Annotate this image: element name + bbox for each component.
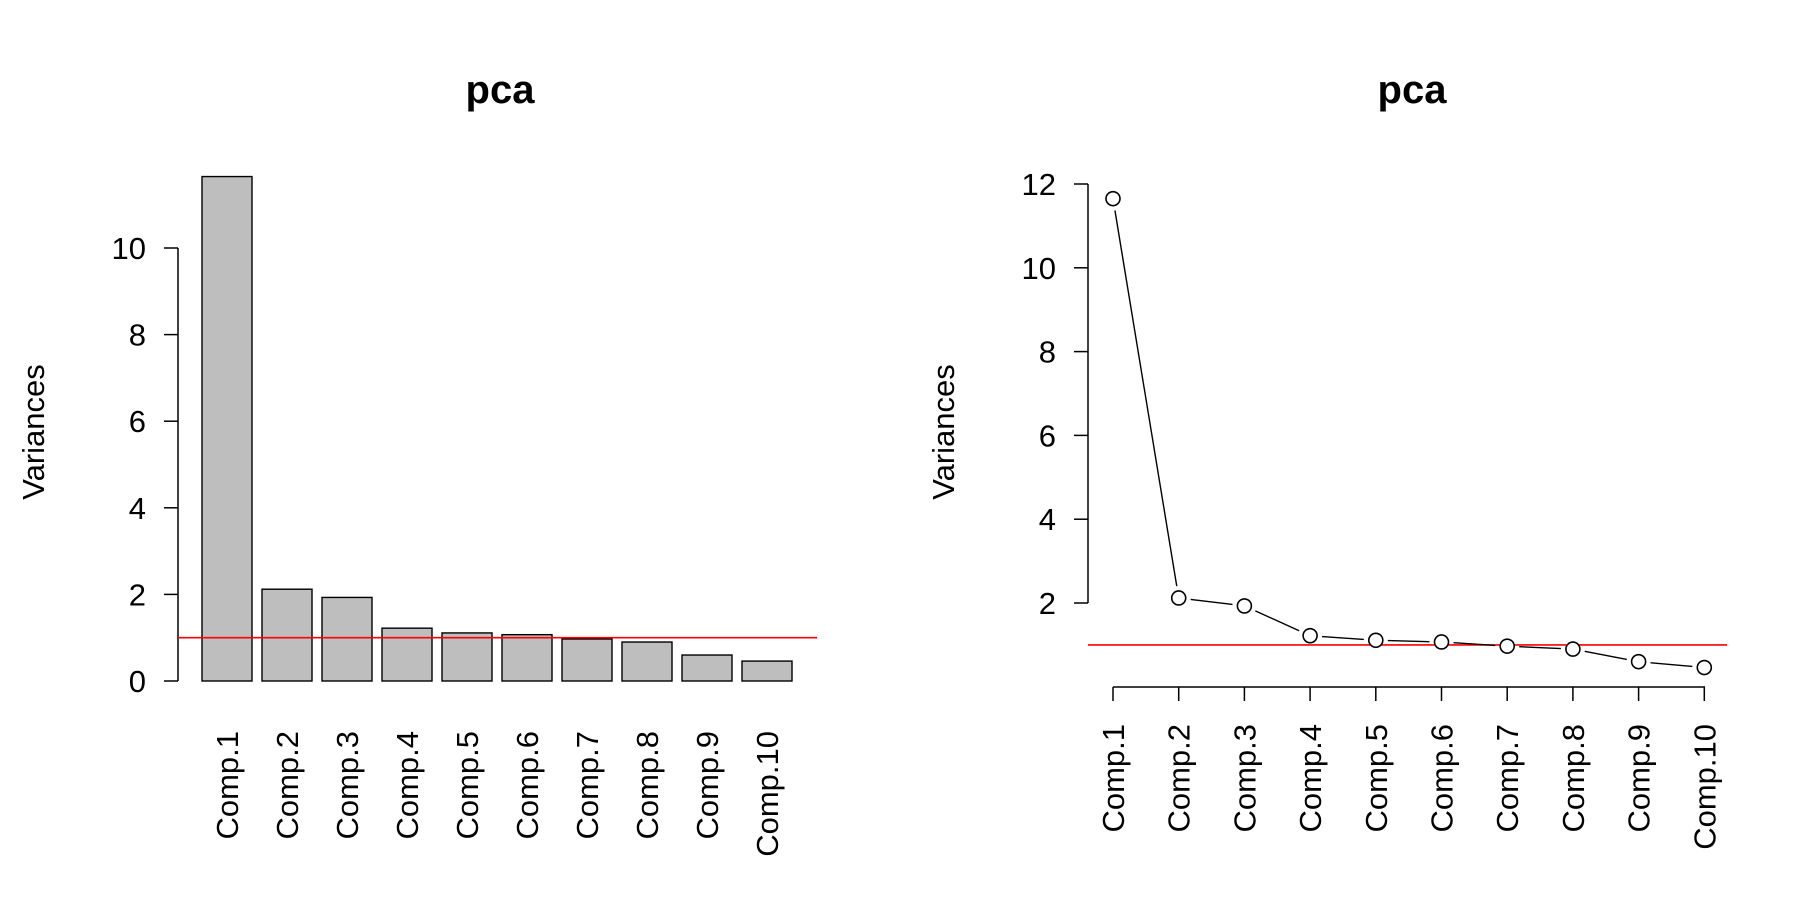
line-segment [1255,610,1300,632]
line-point [1499,638,1515,654]
line-x-label: Comp.4 [1293,724,1328,833]
line-segment [1322,635,1364,641]
bar-y-tick-label: 10 [112,231,146,266]
line-x-label: Comp.5 [1359,724,1394,833]
bar-chart-y-axis-label: Variances [16,364,51,500]
bar [741,660,793,682]
bar [261,588,313,682]
bar-y-tick-label: 6 [129,404,146,439]
bar-x-label: Comp.3 [330,731,365,840]
line-y-tick-label: 12 [1022,167,1056,202]
line-point [1630,653,1647,670]
bar-chart-bars [201,175,793,682]
line-point [1236,598,1253,614]
line-chart-title: pca [1378,68,1448,112]
line-x-label: Comp.9 [1622,724,1657,833]
line-x-label: Comp.7 [1490,724,1525,833]
line-point [1302,627,1318,644]
line-chart-y-axis-label: Variances [926,364,961,500]
line-segment [1650,662,1693,668]
line-x-label: Comp.2 [1162,724,1197,833]
bar-x-label: Comp.4 [390,731,425,840]
bar-y-tick-label: 2 [129,577,146,612]
line-x-label: Comp.1 [1096,724,1131,833]
line-segment [1114,210,1178,587]
bar [501,633,553,682]
bar-y-tick-label: 4 [129,491,146,526]
line-x-label: Comp.6 [1425,724,1460,833]
bar-chart-y-ticks: 0 2 4 6 8 10 [112,231,178,699]
line-x-label: Comp.3 [1227,724,1262,833]
line-point [1433,634,1450,650]
line-y-tick-label: 8 [1039,335,1056,370]
bar [321,596,373,682]
line-y-tick-label: 6 [1039,418,1056,453]
bar-chart-x-labels: Comp.1 Comp.2 Comp.3 Comp.4 Comp.5 Comp.6 Comp… [210,731,785,857]
line-point [1565,641,1581,657]
bar-y-tick-label: 0 [129,664,146,699]
line-point [1696,659,1713,676]
bar [681,654,733,682]
bar [381,627,433,682]
bar-y-tick-label: 8 [129,318,146,353]
line-point [1105,190,1121,207]
line-segment [1453,642,1496,647]
line-chart-x-labels: Comp.1 Comp.2 Comp.3 Comp.4 Comp.5 Comp.6 Comp… [1096,724,1722,850]
bar-x-label: Comp.9 [690,731,725,840]
bar [441,632,493,682]
line-y-tick-label: 2 [1039,586,1056,621]
bar-x-label: Comp.7 [570,731,605,840]
bar-x-label: Comp.1 [210,731,245,840]
line-segment [1190,598,1233,606]
bar-chart-panel: pca Variances 0 2 4 6 8 10 Comp.1 Comp.2 Comp.3… [16,68,817,857]
bar [621,641,673,682]
bar-x-label: Comp.6 [510,731,545,840]
line-chart-points [1105,190,1713,676]
line-x-label: Comp.10 [1687,724,1722,850]
line-y-tick-label: 4 [1039,502,1056,537]
line-chart-x-ticks [1112,687,1706,701]
line-segment [1584,650,1627,661]
line-segment [1519,645,1561,650]
bar-x-label: Comp.10 [750,731,785,857]
bar [561,638,613,682]
line-point [1368,632,1384,649]
line-x-label: Comp.8 [1556,724,1591,833]
line-y-tick-label: 10 [1022,251,1056,286]
bar-x-label: Comp.2 [270,731,305,840]
line-chart-segments [1114,210,1693,668]
line-chart-y-ticks: 2 4 6 8 10 12 [1022,167,1088,621]
bar-x-label: Comp.8 [630,731,665,840]
bar-x-label: Comp.5 [450,731,485,840]
bar-chart-title: pca [466,68,536,112]
bar [201,175,253,682]
line-segment [1387,639,1430,643]
line-point [1170,590,1187,606]
